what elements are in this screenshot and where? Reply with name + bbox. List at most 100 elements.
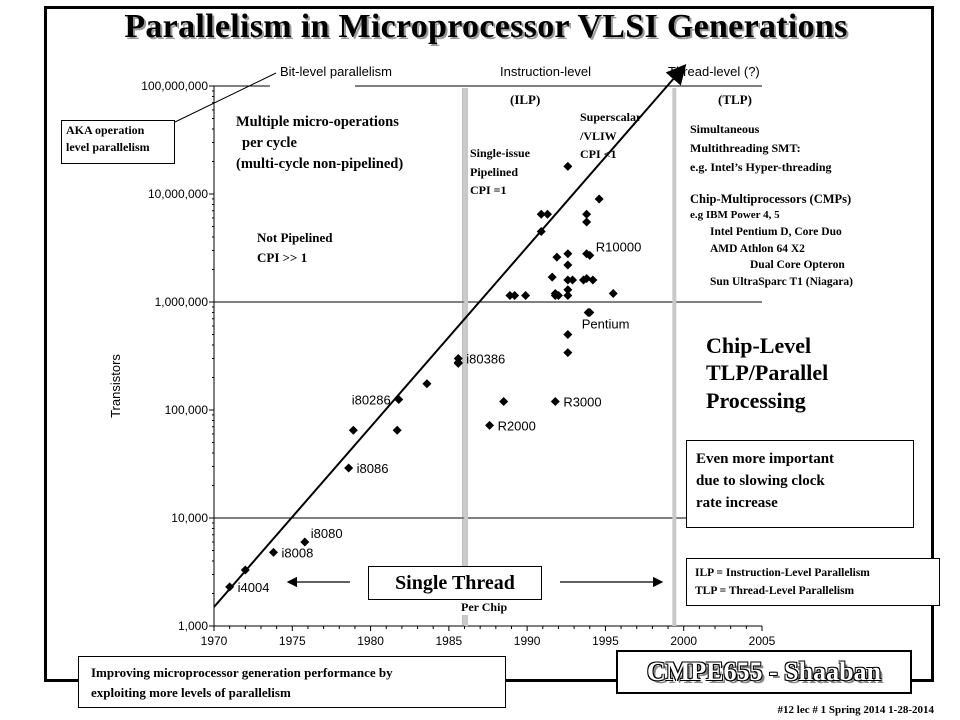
- ilp-tlp-legend-box: ILP = Instruction-Level Parallelism TLP …: [686, 558, 940, 606]
- data-point: [392, 425, 402, 435]
- legend-line-1: ILP = Instruction-Level Parallelism: [695, 567, 870, 579]
- data-point: [608, 288, 618, 298]
- single-issue-line-1: Single-issue: [470, 146, 531, 160]
- trend-line: [213, 63, 687, 608]
- data-point: [563, 275, 573, 285]
- single-issue-line-2: Pipelined: [470, 164, 519, 179]
- data-point-pentium: [585, 307, 595, 317]
- data-point: [563, 348, 573, 358]
- point-label-i80286: i80286: [352, 393, 391, 408]
- x-tick-label: 1975: [279, 634, 306, 648]
- bottom-note-line-2: exploiting more levels of parallelism: [91, 685, 291, 701]
- data-point: [563, 249, 573, 259]
- data-point: [553, 290, 563, 300]
- cmp-line-1: Chip-Multiprocessors (CMPs): [690, 192, 852, 206]
- y-axis-label: Transistors: [108, 354, 123, 418]
- y-tick-label: 10,000: [171, 511, 208, 525]
- single-thread-box: Single Thread: [368, 566, 542, 600]
- data-point: [505, 290, 515, 300]
- data-point: [563, 260, 573, 270]
- chart-marks: i4004 i8008 i8080 i8086 i80286 i80386 R2000 R30…: [213, 63, 687, 608]
- point-label-r2000: R2000: [498, 418, 536, 433]
- data-point: [422, 379, 432, 389]
- point-label-i8008: i8008: [281, 545, 313, 560]
- data-point: [542, 209, 552, 219]
- point-label-r10000: R10000: [596, 239, 642, 254]
- not-pipelined-line-2: CPI >> 1: [257, 249, 308, 265]
- cmp-line-4: AMD Athlon 64 X2: [710, 242, 805, 255]
- data-point: [552, 252, 562, 262]
- even-more-box: Even more important due to slowing clock…: [686, 440, 914, 528]
- point-label-i8080: i8080: [311, 526, 343, 541]
- cmp-line-5: Dual Core Opteron: [750, 259, 845, 272]
- x-tick-label: 2000: [670, 634, 697, 648]
- bottom-note-box: Improving microprocessor generation perf…: [78, 656, 506, 708]
- data-point-i80386: [453, 353, 463, 363]
- even-more-line-3: rate increase: [696, 494, 778, 511]
- data-point: [582, 274, 592, 284]
- not-pipelined-text: Not Pipelined CPI >> 1: [257, 228, 332, 267]
- point-label-pentium: Pentium: [582, 316, 630, 331]
- data-point: [536, 226, 546, 236]
- bottom-note-line-1: Improving microprocessor generation perf…: [91, 665, 393, 680]
- data-point: [240, 565, 250, 575]
- x-tick-label: 1990: [514, 634, 541, 648]
- aka-line-1: AKA operation: [66, 123, 145, 137]
- data-point-i8086: [344, 463, 354, 473]
- even-more-line-1: Even more important: [696, 451, 835, 467]
- superscalar-line-2: /VLIW: [580, 128, 617, 143]
- cmp-line-6: Sun UltraSparc T1 (Niagara): [710, 276, 854, 289]
- tlp-label: (TLP): [718, 92, 752, 107]
- course-title: CMPE655 - Shaaban: [646, 657, 882, 686]
- single-thread-label: Single Thread: [395, 572, 515, 594]
- data-point: [588, 275, 598, 285]
- y-tick-label: 100,000,000: [141, 79, 208, 93]
- chart-axes: 1,000 10,000 100,000 1,000,000 10,000,000 100…: [108, 72, 776, 648]
- data-point: [582, 217, 592, 227]
- y-tick-label: 1,000,000: [155, 295, 209, 309]
- data-point: [582, 209, 592, 219]
- course-badge: CMPE655 - Shaaban: [616, 650, 912, 694]
- point-label-i4004: i4004: [238, 580, 270, 595]
- chip-level-line-2: TLP/Parallel: [706, 360, 829, 386]
- legend-line-2: TLP = Thread-Level Parallelism: [695, 584, 855, 597]
- chip-level-line-1: Chip-Level: [706, 333, 812, 358]
- superscalar-line-3: CPI <1: [580, 147, 617, 162]
- superscalar-text: Superscalar /VLIW CPI <1: [580, 108, 641, 164]
- slide-footer: #12 lec # 1 Spring 2014 1-28-2014: [777, 704, 934, 716]
- x-tick-label: 1970: [201, 634, 228, 648]
- bit-level-label: Bit-level parallelism: [280, 64, 392, 79]
- data-point: [547, 272, 557, 282]
- data-point: [510, 290, 520, 300]
- data-point-r2000: [485, 420, 495, 430]
- aka-box: AKA operation level parallelism: [61, 120, 175, 164]
- data-point-r10000: [585, 250, 595, 260]
- y-tick-label: 1,000: [178, 619, 208, 633]
- single-issue-text: Single-issue Pipelined CPI =1: [470, 144, 530, 200]
- smt-line-3: e.g. Intel’s Hyper-threading: [690, 160, 832, 175]
- data-point-r3000: [550, 396, 560, 406]
- ilp-label: (ILP): [510, 92, 541, 107]
- x-tick-label: 1985: [436, 634, 463, 648]
- smt-line-1: Simultaneous: [690, 122, 760, 136]
- multi-ops-line-2: per cycle: [242, 135, 297, 152]
- data-point-i4004: [225, 582, 235, 592]
- cmp-line-3: Intel Pentium D, Core Duo: [710, 226, 842, 239]
- aka-line-2: level parallelism: [66, 140, 150, 155]
- multi-ops-line-1: Multiple micro-operations: [236, 114, 399, 130]
- chip-level-line-3: Processing: [706, 387, 806, 413]
- data-point: [521, 290, 531, 300]
- x-tick-label: 1995: [592, 634, 619, 648]
- thread-level-label: Thread-level (?): [668, 64, 760, 79]
- data-point: [563, 290, 573, 300]
- y-tick-label: 10,000,000: [148, 187, 208, 201]
- data-point: [536, 209, 546, 219]
- data-point-i80286: [394, 395, 404, 405]
- chip-level-text: Chip-Level TLP/Parallel Processing: [706, 332, 828, 414]
- data-point-i8008: [268, 547, 278, 557]
- per-chip-label: Per Chip: [458, 600, 511, 615]
- data-point: [348, 425, 358, 435]
- data-point: [563, 285, 573, 295]
- data-point: [563, 330, 573, 340]
- smt-line-2: Multithreading SMT:: [690, 141, 801, 156]
